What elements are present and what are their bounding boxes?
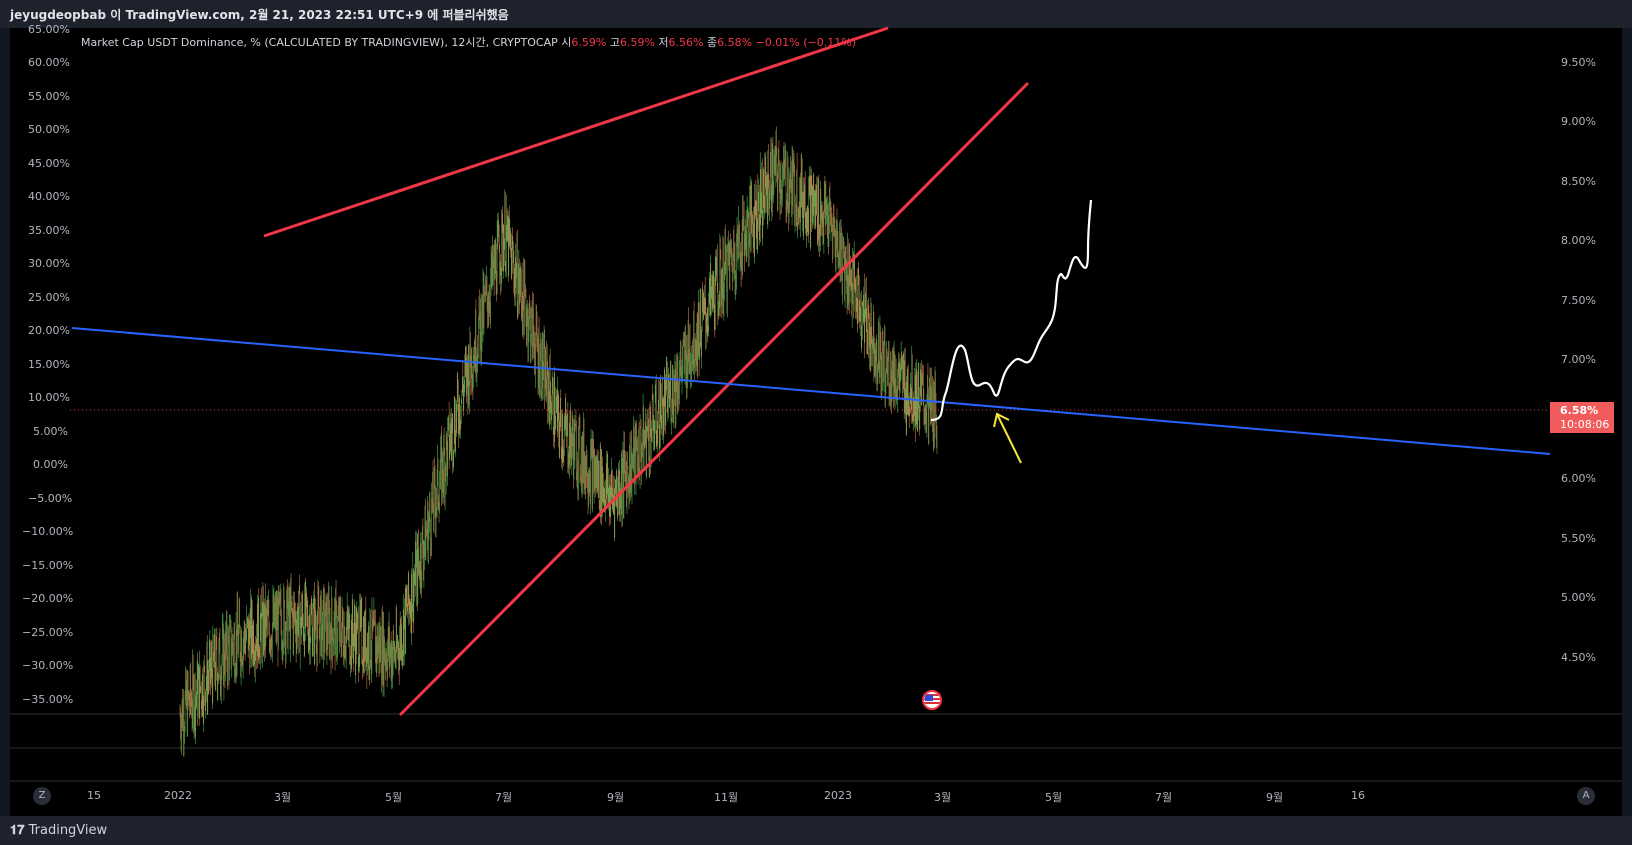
legend-high-label: 고	[609, 36, 620, 49]
chart-area[interactable]	[10, 28, 1622, 816]
time-axis-label: 9월	[1266, 791, 1284, 804]
left-axis-label: 65.00%	[28, 23, 70, 36]
left-axis-label: 5.00%	[33, 425, 68, 438]
chart-legend: Market Cap USDT Dominance, % (CALCULATED…	[81, 34, 856, 50]
right-axis-label: 4.50%	[1561, 651, 1596, 664]
left-axis-label: 25.00%	[28, 291, 70, 304]
legend-close: 6.58%	[717, 36, 753, 49]
legend-low: 6.56%	[668, 36, 704, 49]
projection-drawing	[930, 199, 1093, 422]
candlestick-series	[179, 126, 938, 757]
time-axis-label: 7월	[495, 791, 513, 804]
us-flag-event-icon[interactable]	[922, 690, 942, 710]
time-axis-label: 11월	[714, 791, 739, 804]
time-axis-label: 2022	[164, 789, 192, 802]
right-axis-label: 8.00%	[1561, 234, 1596, 247]
right-axis-label: 5.00%	[1561, 591, 1596, 604]
right-axis-label: 7.50%	[1561, 294, 1596, 307]
left-axis-label: −10.00%	[22, 525, 74, 538]
auto-scale-button[interactable]: A	[1577, 787, 1595, 805]
left-axis-label: 55.00%	[28, 90, 70, 103]
left-axis-label: 60.00%	[28, 56, 70, 69]
left-axis-label: −25.00%	[22, 626, 74, 639]
legend-open: 6.59%	[571, 36, 607, 49]
left-axis-label: 30.00%	[28, 257, 70, 270]
time-axis-label: 15	[87, 789, 101, 802]
time-axis-label: 2023	[824, 789, 852, 802]
right-axis-label: 9.50%	[1561, 56, 1596, 69]
right-axis-label: 9.00%	[1561, 115, 1596, 128]
current-price-tag: 6.58% 10:08:06	[1550, 402, 1614, 433]
time-axis-label: 16	[1351, 789, 1365, 802]
legend-close-label: 종	[707, 36, 718, 49]
legend-low-label: 저	[658, 36, 669, 49]
support-trendline	[398, 81, 1030, 717]
legend-change: −0.01% (−0.11%)	[755, 36, 856, 49]
left-axis-label: 40.00%	[28, 190, 70, 203]
left-axis-label: −5.00%	[28, 492, 73, 505]
right-axis-label: 5.50%	[1561, 532, 1596, 545]
time-axis-label: 3월	[934, 791, 952, 804]
left-axis-label: −20.00%	[22, 592, 74, 605]
bar-countdown: 10:08:06	[1560, 418, 1610, 431]
publish-info: jeyugdeopbab 이 TradingView.com, 2월 21, 2…	[10, 8, 509, 22]
right-axis-label: 7.00%	[1561, 353, 1596, 366]
tradingview-logo-icon: 𝟏𝟕	[10, 823, 25, 838]
left-axis-label: 50.00%	[28, 123, 70, 136]
time-axis-label: 9월	[607, 791, 625, 804]
time-axis-label: 5월	[385, 791, 403, 804]
left-axis-label: −15.00%	[22, 559, 74, 572]
left-axis-label: 0.00%	[33, 458, 68, 471]
right-axis-label: 8.50%	[1561, 175, 1596, 188]
left-axis-label: −35.00%	[22, 693, 74, 706]
resistance-trendline	[263, 26, 889, 238]
legend-open-label: 시	[561, 36, 572, 49]
time-axis-label: 5월	[1045, 791, 1063, 804]
legend-high: 6.59%	[619, 36, 655, 49]
time-axis-label: 7월	[1155, 791, 1173, 804]
price-tag-value: 6.58%	[1560, 404, 1599, 417]
left-axis-label: 10.00%	[28, 391, 70, 404]
right-axis-label: 6.00%	[1561, 472, 1596, 485]
legend-symbol: Market Cap USDT Dominance, % (CALCULATED…	[81, 36, 558, 49]
left-axis-label: 20.00%	[28, 324, 70, 337]
tradingview-logo-text: TradingView	[28, 823, 108, 838]
header-bar: jeyugdeopbab 이 TradingView.com, 2월 21, 2…	[0, 0, 1632, 28]
arrow-shaft	[996, 413, 1022, 464]
time-axis-label: 3월	[274, 791, 292, 804]
left-axis-label: 15.00%	[28, 358, 70, 371]
left-axis-label: 45.00%	[28, 157, 70, 170]
arrow-head	[993, 412, 1010, 428]
zoom-z-button[interactable]: Z	[33, 787, 51, 805]
footer-bar: 𝟏𝟕 TradingView	[0, 816, 1632, 845]
tradingview-logo[interactable]: 𝟏𝟕 TradingView	[10, 823, 107, 838]
left-axis-label: −30.00%	[22, 659, 74, 672]
left-axis-label: 35.00%	[28, 224, 70, 237]
blue-trendline	[71, 327, 1551, 455]
